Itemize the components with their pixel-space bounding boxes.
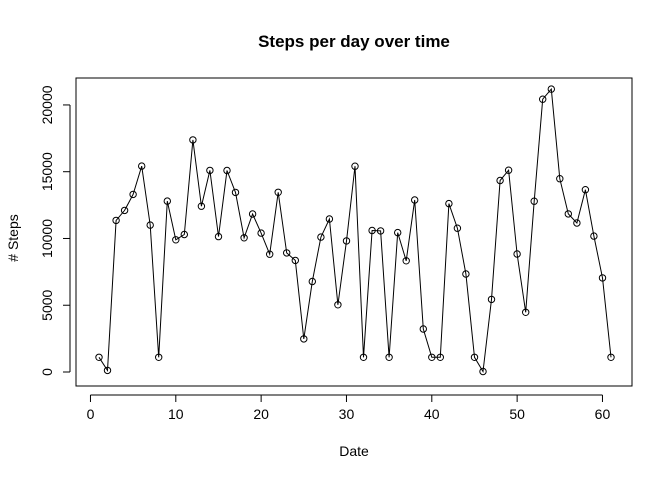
data-point xyxy=(155,353,163,361)
data-point xyxy=(402,257,410,265)
data-point xyxy=(368,226,376,235)
data-point xyxy=(479,367,487,376)
data-point xyxy=(607,353,615,361)
data-point xyxy=(257,229,265,237)
x-axis: 0 10 20 30 40 50 60 xyxy=(87,394,611,422)
data-point xyxy=(419,325,427,333)
data-point xyxy=(163,197,172,205)
data-point xyxy=(180,230,189,239)
data-point xyxy=(359,353,368,361)
data-point xyxy=(266,250,274,258)
data-point xyxy=(248,210,257,218)
data-point xyxy=(308,277,316,286)
data-point xyxy=(547,85,555,93)
data-point xyxy=(274,188,282,197)
x-tick-label: 0 xyxy=(87,406,95,422)
data-point xyxy=(112,216,120,225)
data-point xyxy=(129,190,137,199)
y-tick-label: 5000 xyxy=(39,289,55,320)
data-point xyxy=(95,353,103,361)
data-point xyxy=(197,202,206,210)
data-point xyxy=(504,166,513,174)
data-point xyxy=(146,221,154,229)
x-tick-label: 60 xyxy=(595,406,611,422)
y-tick-label: 20000 xyxy=(39,85,55,124)
data-point xyxy=(334,301,342,309)
plot-frame xyxy=(75,77,633,387)
y-tick-label: 15000 xyxy=(39,152,55,191)
y-tick-label: 0 xyxy=(39,368,55,376)
x-tick-label: 30 xyxy=(339,406,355,422)
chart-title: Steps per day over time xyxy=(258,32,450,51)
data-point xyxy=(556,175,564,183)
data-point xyxy=(342,237,351,245)
x-axis-label: Date xyxy=(339,443,369,459)
x-tick-label: 50 xyxy=(509,406,525,422)
series-layer xyxy=(95,85,615,376)
data-point xyxy=(487,295,496,304)
data-point xyxy=(300,335,308,343)
data-point xyxy=(522,308,530,316)
data-point xyxy=(291,256,299,265)
data-point xyxy=(470,353,479,361)
data-point xyxy=(172,236,180,244)
data-point xyxy=(325,215,334,223)
data-point xyxy=(240,234,248,242)
x-tick-label: 10 xyxy=(168,406,184,422)
data-point xyxy=(206,166,214,175)
data-point xyxy=(376,227,385,235)
y-axis-label: # Steps xyxy=(5,214,21,261)
data-point xyxy=(223,166,231,175)
data-point xyxy=(231,188,240,197)
data-point xyxy=(496,176,504,185)
data-point xyxy=(453,224,462,232)
data-point xyxy=(103,366,112,375)
data-point xyxy=(385,353,393,361)
data-point xyxy=(513,250,521,258)
y-tick-label: 10000 xyxy=(39,219,55,258)
data-point xyxy=(598,274,607,282)
data-point xyxy=(445,199,453,208)
data-point xyxy=(436,353,444,361)
data-point xyxy=(283,249,291,257)
data-point xyxy=(581,186,590,194)
data-point xyxy=(428,353,436,361)
x-tick-label: 40 xyxy=(424,406,440,422)
data-point xyxy=(120,206,129,215)
data-point xyxy=(590,232,598,240)
data-point xyxy=(573,219,581,227)
data-point xyxy=(214,232,223,241)
data-point xyxy=(189,136,197,144)
data-point xyxy=(564,210,572,218)
data-point xyxy=(351,162,359,170)
data-point xyxy=(462,270,470,278)
data-point xyxy=(317,233,325,241)
series-line xyxy=(98,87,612,374)
data-point xyxy=(411,196,419,204)
data-point xyxy=(394,228,402,237)
data-point xyxy=(138,162,146,170)
y-axis: 0 5000 10000 15000 20000 xyxy=(39,85,71,376)
data-point xyxy=(530,197,538,205)
data-point xyxy=(539,95,547,103)
x-tick-label: 20 xyxy=(253,406,269,422)
